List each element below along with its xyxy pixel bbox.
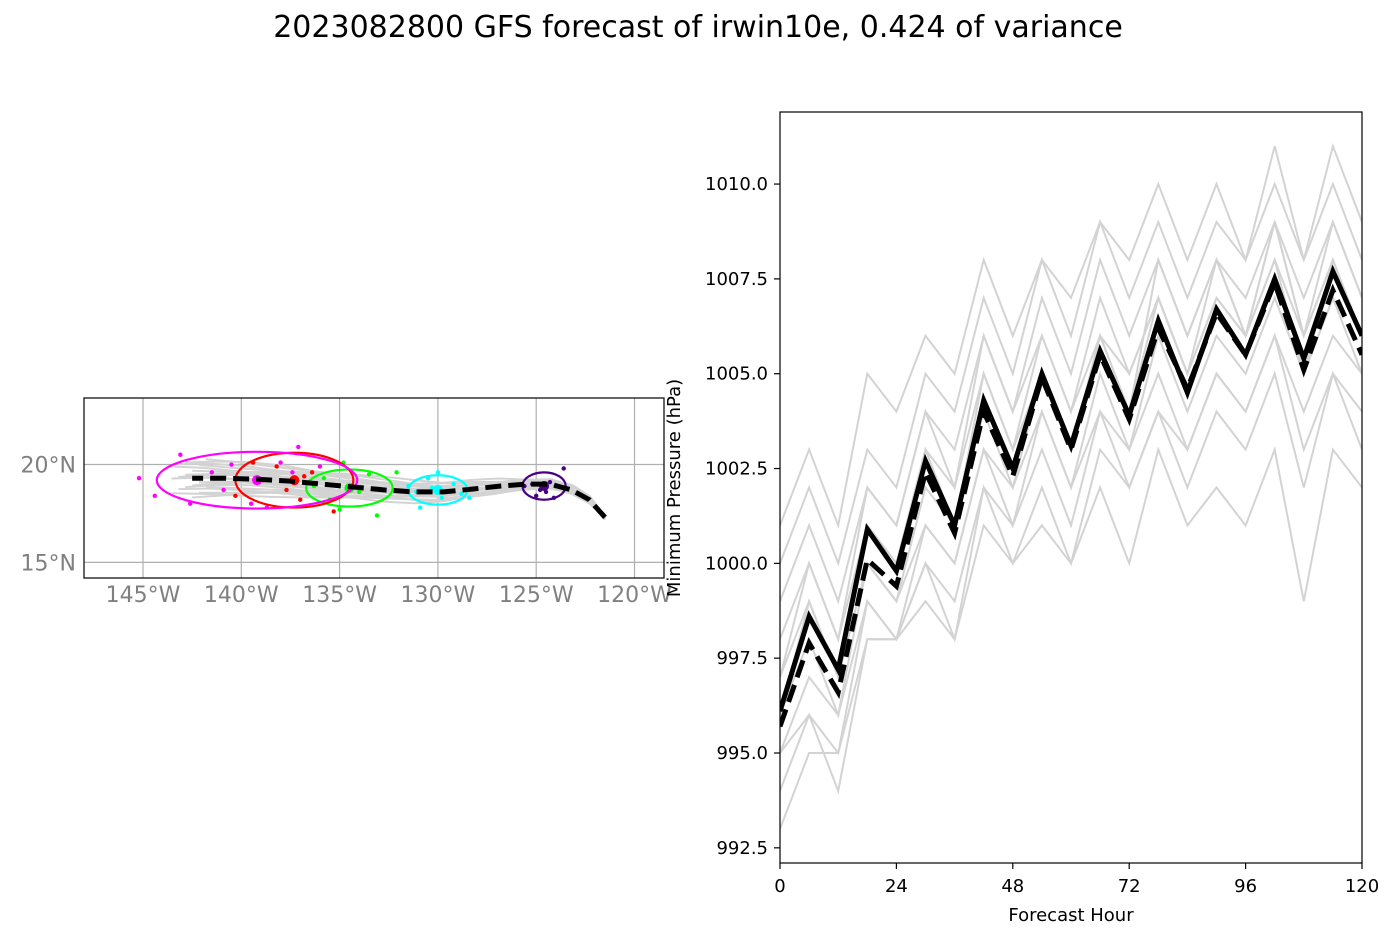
map-lon-tick-label: 130°W xyxy=(401,583,476,608)
member-position-point xyxy=(435,470,441,475)
member-position-point xyxy=(221,487,226,493)
x-tick-label: 24 xyxy=(885,876,908,897)
map-lat-tick-label: 15°N xyxy=(21,551,76,576)
member-position-point xyxy=(331,509,336,514)
y-tick-label: 1010.0 xyxy=(705,174,768,195)
member-position-point xyxy=(248,501,254,506)
member-position-point xyxy=(278,460,283,465)
member-position-point xyxy=(317,464,323,469)
member-position-point xyxy=(296,444,301,450)
track-map: 145°W 140°W 135°W 130°W 125°W 120°W 15°N 20°N xyxy=(21,397,673,608)
member-position-point xyxy=(178,452,183,457)
member-position-point xyxy=(284,487,289,493)
y-axis-label: Minimum Pressure (hPa) xyxy=(664,379,685,597)
member-position-point xyxy=(561,466,566,471)
plot-frame xyxy=(779,111,1363,864)
member-position-point xyxy=(467,495,472,500)
x-tick-label: 48 xyxy=(1001,876,1024,897)
ensemble-pressure-line xyxy=(780,142,1362,530)
member-position-point xyxy=(534,493,539,499)
mean-track xyxy=(192,475,607,520)
member-position-point xyxy=(337,507,342,512)
member-position-point xyxy=(547,479,553,485)
member-position-point xyxy=(309,470,315,475)
plot-ticks: 0 24 48 72 96 120 992.5 995.0 997.5 1000.0 1002.5 1… xyxy=(705,174,1379,897)
member-position-point xyxy=(229,462,234,467)
member-position-point xyxy=(418,505,423,510)
figure-title: 2023082800 GFS forecast of irwin10e, 0.4… xyxy=(273,10,1123,45)
y-tick-label: 992.5 xyxy=(716,838,768,859)
ensemble-pressure-line xyxy=(780,256,1362,681)
ensemble-pressure-line xyxy=(780,445,1362,795)
map-lon-tick-label: 125°W xyxy=(499,583,574,608)
mean-track-line xyxy=(192,475,607,520)
member-position-point xyxy=(152,493,157,499)
member-position-point xyxy=(233,493,238,499)
uncertainty-ellipse-120h xyxy=(155,450,359,510)
y-tick-label: 1005.0 xyxy=(705,364,768,385)
member-position-point xyxy=(209,470,214,475)
member-position-point xyxy=(298,497,303,502)
pressure-series xyxy=(780,142,1362,830)
y-tick-label: 997.5 xyxy=(716,648,768,669)
member-position-point xyxy=(274,464,279,469)
map-lon-tick-label: 140°W xyxy=(204,583,279,608)
member-position-point xyxy=(366,472,372,477)
map-frame xyxy=(83,397,665,579)
ensemble-pressure-line xyxy=(780,332,1362,754)
y-tick-label: 1002.5 xyxy=(705,459,768,480)
mean-dashed-pressure-line xyxy=(780,275,1362,728)
y-tick-label: 1007.5 xyxy=(705,269,768,290)
map-tick-labels: 145°W 140°W 135°W 130°W 125°W 120°W 15°N 20°N xyxy=(21,454,673,608)
ensemble-pressure-line xyxy=(780,181,1362,567)
ensemble-track xyxy=(192,485,606,520)
map-lon-tick-label: 145°W xyxy=(106,583,181,608)
pressure-chart: 0 24 48 72 96 120 992.5 995.0 997.5 1000.0 1002.5 1… xyxy=(664,111,1379,926)
ensemble-pressure-line xyxy=(780,332,1362,792)
member-position-point xyxy=(321,476,327,481)
member-position-point xyxy=(394,470,399,475)
member-position-point xyxy=(357,489,362,495)
member-position-point xyxy=(290,470,295,475)
x-tick-label: 120 xyxy=(1345,876,1379,897)
map-lat-tick-label: 20°N xyxy=(21,454,76,479)
y-tick-label: 1000.0 xyxy=(705,553,768,574)
ensemble-pressure-line xyxy=(780,218,1362,678)
x-tick-label: 96 xyxy=(1234,876,1257,897)
x-tick-label: 72 xyxy=(1118,876,1141,897)
y-tick-label: 995.0 xyxy=(716,743,768,764)
map-lon-tick-label: 120°W xyxy=(597,583,672,608)
member-position-point xyxy=(136,476,142,481)
member-position-point xyxy=(451,481,456,487)
member-position-point xyxy=(459,491,464,497)
member-position-point xyxy=(302,474,307,479)
ensemble-pressure-line xyxy=(780,295,1362,719)
ensemble-track xyxy=(205,458,606,518)
x-tick-label: 0 xyxy=(774,876,785,897)
member-position-point xyxy=(374,513,380,518)
member-position-point xyxy=(439,495,445,500)
map-lon-tick-label: 135°W xyxy=(302,583,377,608)
x-axis-label: Forecast Hour xyxy=(1008,905,1134,926)
